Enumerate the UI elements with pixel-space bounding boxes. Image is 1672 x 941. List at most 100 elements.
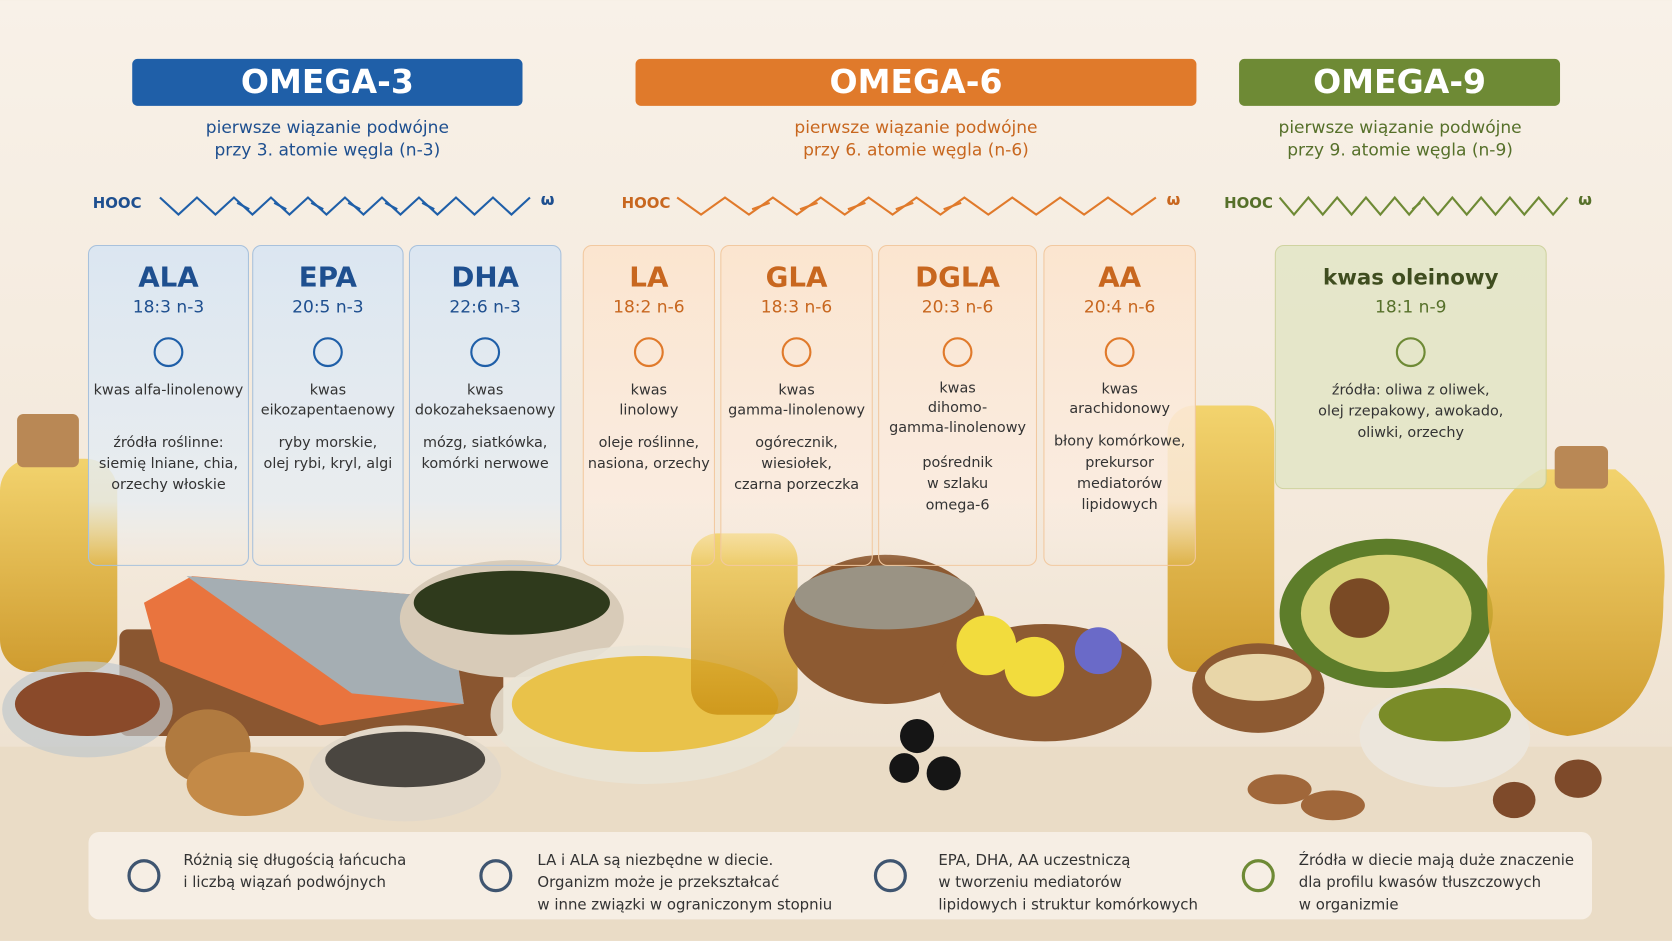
acid-sources: prekursor [1085,455,1154,471]
acid-sources: czarna porzeczka [734,477,859,493]
acid-sources: źródła: oliwa z oliwek, [1332,383,1490,399]
acid-formula: 18:3 n-6 [761,297,833,317]
note-text: w tworzeniu mediatorów [938,873,1122,891]
acid-description: linolowy [619,402,678,418]
acid-card [87,244,249,566]
note-text: EPA, DHA, AA uczestniczą [938,851,1130,869]
acid-description: kwas [1101,381,1137,397]
acid-icon [1104,337,1135,368]
acid-sources: siemię lniane, chia, [99,456,238,472]
carbon-chain [1278,195,1569,217]
note-text: i liczbą wiązań podwójnych [183,873,386,891]
acid-formula: 18:2 n-6 [613,297,685,317]
carbon-chain [676,196,1157,216]
note-icon [873,859,907,893]
note-text: LA i ALA są niezbędne w diecie. [537,851,773,869]
group-subtitle: pierwsze wiązanie podwójne [206,118,449,138]
acid-card [878,244,1038,566]
acid-name: LA [629,261,669,294]
group-header [1239,58,1561,106]
acid-icon [312,337,343,368]
group-subtitle: przy 3. atomie węgla (n-3) [214,141,440,161]
acid-sources: oleje roślinne, [599,435,700,451]
note-icon [1241,859,1275,893]
acid-name: ALA [138,261,199,294]
acid-formula: 20:3 n-6 [922,297,994,317]
acid-description: kwas [631,383,667,399]
double-bond [943,201,962,211]
group-subtitle: przy 6. atomie węgla (n-6) [803,141,1029,161]
acid-name: DHA [451,261,519,294]
acid-icon [470,337,501,368]
group-title: OMEGA-3 [241,62,414,101]
acid-description: kwas [467,383,503,399]
chain-end: ω [1167,190,1181,209]
carbon-chain [159,196,531,217]
acid-card [720,244,873,566]
acid-description: dokozaheksaenowy [415,402,556,418]
group-subtitle: pierwsze wiązanie podwójne [794,118,1037,138]
acid-description: kwas [310,383,346,399]
acid-sources: wiesiołek, [761,456,832,472]
note-text: w inne związki w ograniczonym stopniu [537,896,832,914]
acid-sources: ryby morskie, [279,435,378,451]
acid-sources: błony komórkowe, [1054,434,1185,450]
chain-start: HOOC [622,194,671,212]
acid-sources: lipidowych [1081,497,1157,513]
acid-icon [781,337,812,368]
note-text: dla profilu kwasów tłuszczowych [1299,873,1541,891]
double-bond [310,201,324,211]
acid-sources: omega-6 [926,497,990,513]
acid-formula: 20:4 n-6 [1084,297,1156,317]
acid-formula: 18:3 n-3 [133,297,205,317]
acid-description: gamma-linolenowy [728,402,865,418]
acid-icon [1395,337,1426,368]
chain-start: HOOC [93,194,142,212]
chain-end: ω [541,190,555,209]
acid-icon [942,337,973,368]
acid-sources: olej rybi, kryl, algi [264,456,393,472]
acid-sources: orzechy włoskie [111,477,226,493]
double-bond [273,201,287,211]
note-text: Źródła w diecie mają duże znaczenie [1299,851,1574,869]
acid-name: EPA [299,261,358,294]
acid-name: AA [1098,261,1141,294]
note-text: lipidowych i struktur komórkowych [938,896,1198,914]
acid-icon [633,337,664,368]
acid-card [1043,244,1196,566]
chain-start: HOOC [1224,194,1273,212]
double-bond [421,201,435,211]
acid-sources: pośrednik [922,455,993,471]
note-icon [479,859,513,893]
group-title: OMEGA-6 [829,62,1002,101]
acid-description: eikozapentaenowy [261,402,396,418]
note-text: Organizm może je przekształcać [537,873,779,891]
acid-sources: w szlaku [927,476,988,492]
double-bond [1411,202,1422,211]
double-bond [751,201,771,211]
acid-name: DGLA [915,261,1000,294]
acid-sources: komórki nerwowe [422,456,549,472]
acid-sources: oliwki, orzechy [1357,425,1464,441]
note-icon [127,859,161,893]
double-bond [384,201,398,211]
acid-description: kwas [778,383,814,399]
note-text: Różnią się długością łańcucha [183,851,406,869]
double-bond [347,201,361,211]
notes-panel [88,831,1593,920]
acid-name: kwas oleinowy [1323,266,1499,291]
acid-formula: 20:5 n-3 [292,297,364,317]
acid-formula: 18:1 n-9 [1375,297,1447,317]
double-bond [236,201,250,211]
acid-card [582,244,715,566]
acid-card [252,244,404,566]
acid-name: GLA [766,261,828,294]
group-subtitle: pierwsze wiązanie podwójne [1279,118,1522,138]
group-subtitle: przy 9. atomie węgla (n-9) [1287,141,1513,161]
group-header [132,58,523,106]
acid-icon [153,337,184,368]
note-text: w organizmie [1299,896,1399,914]
acid-sources: olej rzepakowy, awokado, [1318,404,1503,420]
